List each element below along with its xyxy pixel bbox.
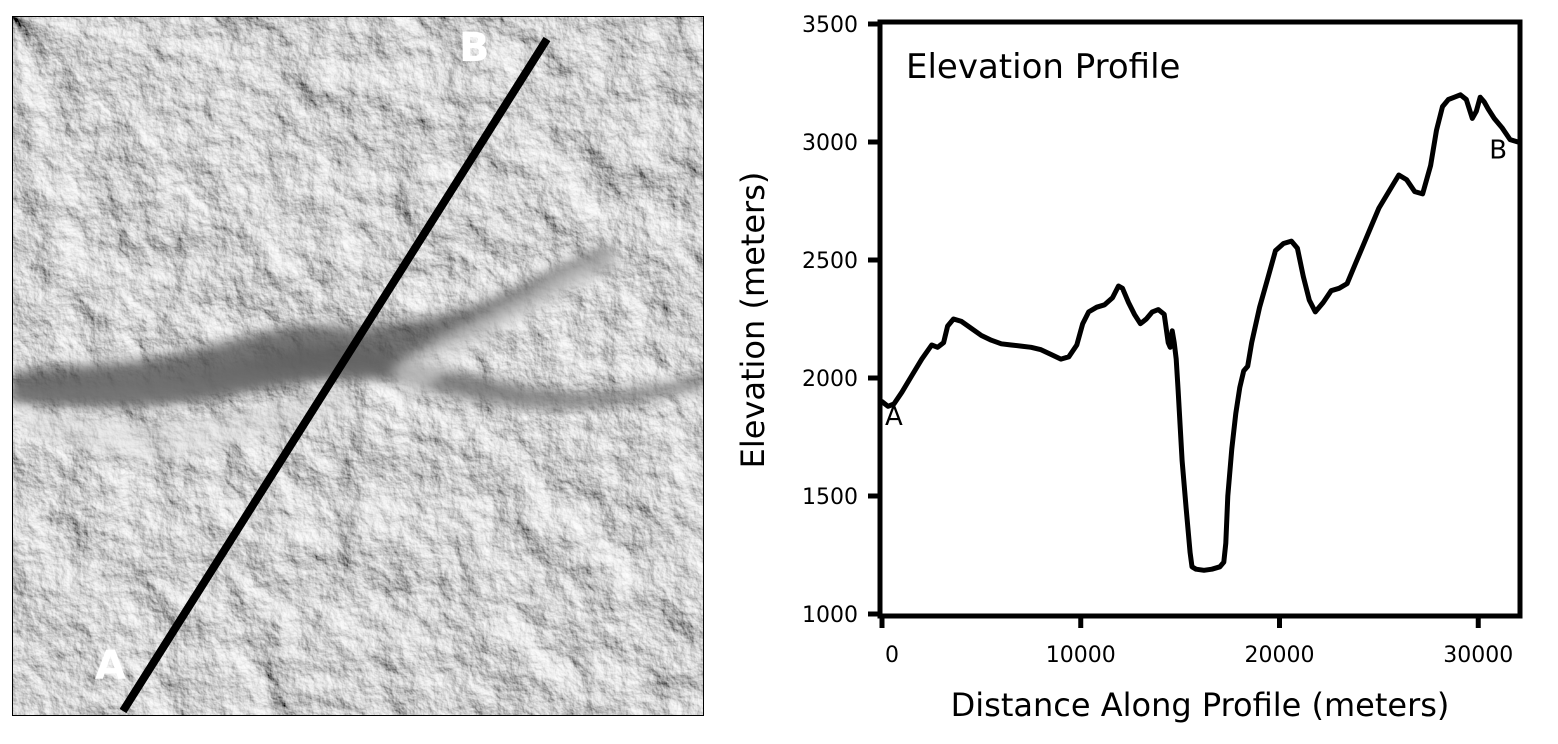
profile-line (119, 36, 551, 714)
y-tick-label: 3500 (802, 13, 858, 38)
point-annotations: AB (885, 136, 1507, 433)
point-label-a: A (885, 402, 903, 432)
hillshade-map-svg: A B (13, 17, 703, 715)
y-tick-label: 2500 (802, 249, 858, 274)
map-label-a: A (95, 643, 126, 689)
canyon-shadow (13, 245, 613, 405)
sunlit-cliff-south (23, 377, 353, 458)
y-tick-label: 1500 (802, 485, 858, 510)
y-tick-label: 3000 (802, 131, 858, 156)
map-label-b: B (459, 25, 490, 71)
x-axis: 0 10000 20000 30000 (879, 616, 1513, 668)
valley-floor (13, 347, 703, 409)
x-tick-label: 30000 (1443, 643, 1513, 668)
plot-frame (877, 19, 1523, 619)
y-axis-title: Elevation (meters) (734, 172, 772, 469)
point-label-b: B (1489, 136, 1507, 166)
hillshade-map: A B (12, 16, 704, 716)
sunlit-cliff-north (393, 249, 623, 409)
x-tick-label: 10000 (1046, 643, 1116, 668)
y-tick-label: 1000 (802, 603, 858, 628)
x-tick-label: 20000 (1245, 643, 1315, 668)
x-tick-label: 0 (885, 643, 899, 668)
chart-title: Elevation Profile (906, 47, 1180, 87)
x-axis-title: Distance Along Profile (meters) (951, 686, 1450, 724)
elevation-series-line (879, 92, 1521, 573)
y-tick-label: 2000 (802, 367, 858, 392)
y-axis: 1000 1500 2000 2500 3000 3500 (802, 13, 880, 628)
